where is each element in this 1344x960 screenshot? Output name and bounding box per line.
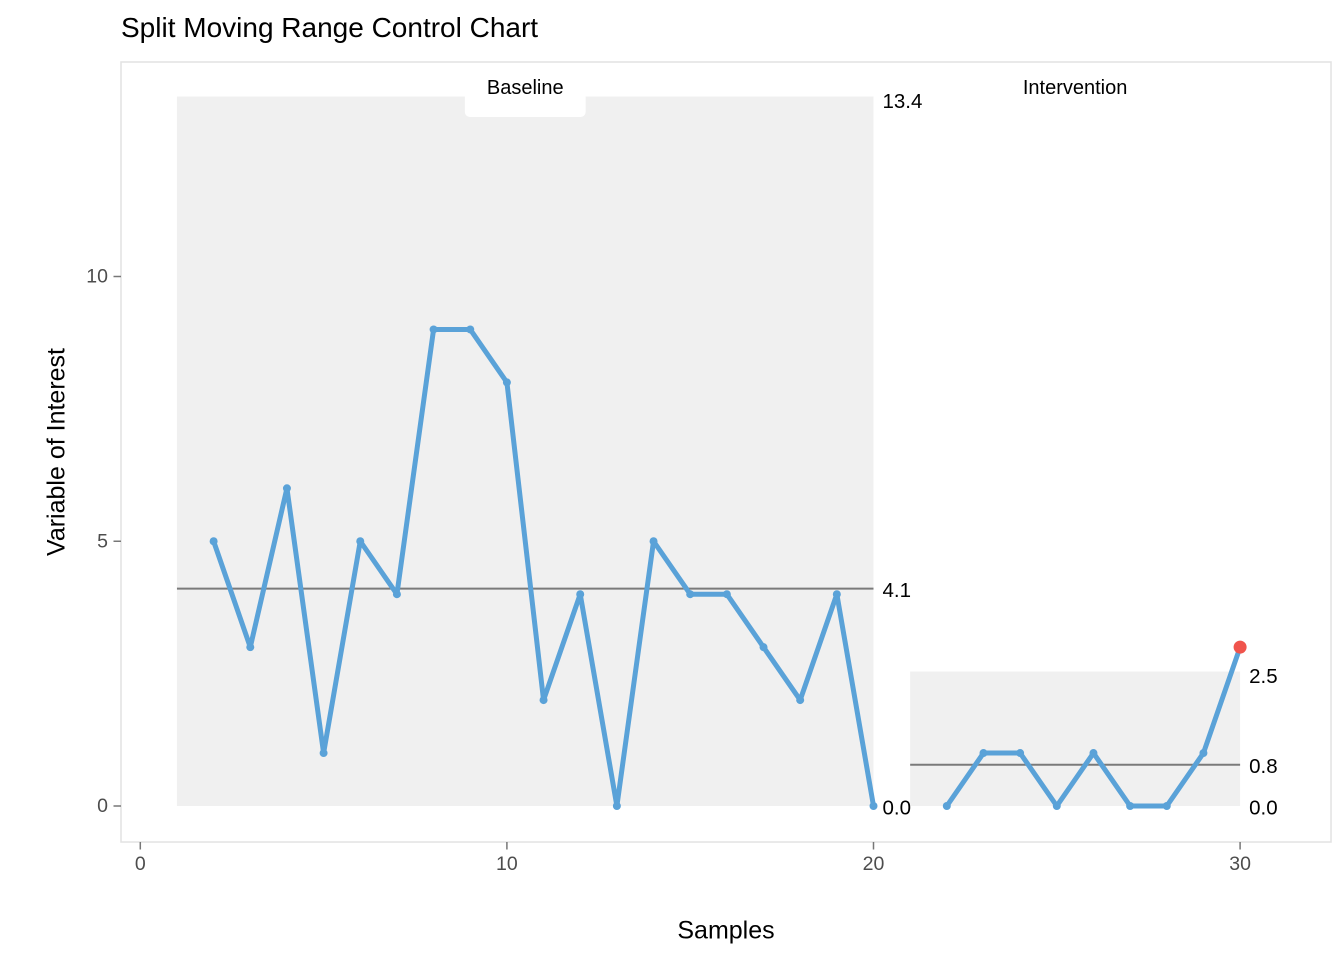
data-point bbox=[356, 537, 365, 546]
data-point bbox=[1199, 749, 1208, 758]
data-point bbox=[576, 590, 585, 599]
data-point bbox=[502, 378, 511, 387]
data-point bbox=[686, 590, 695, 599]
x-axis-title: Samples bbox=[677, 916, 775, 945]
data-point bbox=[612, 802, 621, 810]
y-tick-label: 5 bbox=[97, 530, 108, 552]
data-point bbox=[466, 325, 475, 334]
x-tick-label: 10 bbox=[496, 853, 518, 875]
data-point bbox=[246, 643, 255, 652]
plot-panel-border bbox=[120, 61, 1332, 843]
limit-value-label: 0.8 bbox=[1249, 755, 1278, 778]
data-point bbox=[429, 325, 438, 334]
phase-label: Intervention bbox=[1023, 77, 1128, 99]
data-point bbox=[649, 537, 658, 546]
control-limit-band bbox=[176, 96, 874, 807]
data-point bbox=[209, 537, 218, 546]
limit-value-label: 4.1 bbox=[883, 579, 912, 602]
data-point bbox=[722, 590, 731, 599]
data-point bbox=[942, 802, 951, 810]
x-tick-label: 20 bbox=[863, 853, 885, 875]
data-point bbox=[392, 590, 401, 599]
data-point bbox=[979, 749, 988, 758]
limit-value-label: 2.5 bbox=[1249, 665, 1278, 688]
data-point bbox=[539, 696, 548, 705]
data-point bbox=[1126, 802, 1135, 810]
data-point bbox=[1089, 749, 1098, 758]
phase-label-box bbox=[993, 75, 1157, 117]
signal-point bbox=[1233, 640, 1247, 654]
data-point bbox=[1016, 749, 1025, 758]
y-tick-label: 0 bbox=[97, 795, 108, 817]
data-point bbox=[282, 484, 291, 493]
data-point bbox=[1162, 802, 1171, 810]
data-point bbox=[832, 590, 841, 599]
chart-title: Split Moving Range Control Chart bbox=[121, 12, 539, 43]
limit-value-label: 0.0 bbox=[883, 797, 912, 820]
x-tick-label: 30 bbox=[1229, 853, 1251, 875]
phase-label: Baseline bbox=[487, 77, 564, 99]
data-point bbox=[796, 696, 805, 705]
data-point bbox=[319, 749, 328, 758]
data-point bbox=[869, 802, 878, 810]
data-point bbox=[1052, 802, 1061, 810]
limit-value-label: 13.4 bbox=[883, 90, 923, 113]
x-tick-label: 0 bbox=[135, 853, 146, 875]
y-tick-label: 10 bbox=[86, 266, 108, 288]
phase-label-box bbox=[464, 75, 586, 117]
data-point bbox=[759, 643, 768, 652]
limit-value-label: 0.0 bbox=[1249, 797, 1278, 820]
